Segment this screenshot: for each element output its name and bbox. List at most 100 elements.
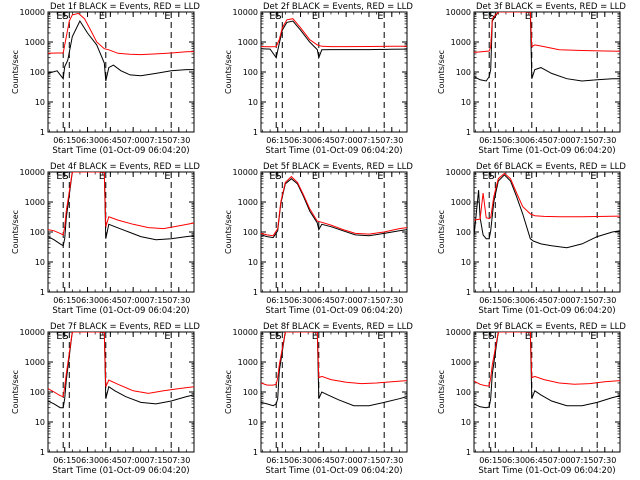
plot-frame [47,11,195,133]
chart-title: Det 9f BLACK = Events, RED = LLD [476,322,626,332]
y-axis-label: Counts/sec [11,370,20,414]
y-axis-label: Counts/sec [224,50,233,94]
lld-series-line [48,172,194,236]
event-marker-label: E [482,331,488,342]
x-tick-label: 06:45 [99,296,122,305]
x-tick-label: 07:15 [144,136,167,145]
event-marker-label: E [164,11,170,22]
event-marker-label: E [99,331,105,342]
y-tick-label: 100 [30,388,45,397]
y-axis-label: Counts/sec [224,370,233,414]
x-tick-label: 07:30 [380,296,403,305]
x-tick-label: 06:15 [266,296,289,305]
y-tick-label: 1 [40,448,45,457]
lld-series-line [474,12,620,53]
events-series-line [261,20,407,60]
chart-panel-4: Det 4f BLACK = Events, RED = LLD 1 10 100 10… [11,162,200,316]
x-tick-label: 06:45 [525,456,548,465]
x-tick-label: 07:30 [167,456,190,465]
y-tick-label: 1000 [25,198,45,207]
x-tick-label: 06:15 [479,456,502,465]
x-tick-label: 07:00 [122,136,145,145]
event-marker-label: E [312,11,318,22]
y-tick-label: 100 [243,388,258,397]
y-tick-label: 1000 [238,38,258,47]
event-marker-label: S [62,331,68,342]
x-tick-label: 07:30 [167,296,190,305]
plot-frame [473,11,621,133]
y-tick-label: 1 [466,288,471,297]
x-tick-label: 06:30 [502,136,525,145]
x-tick-label: 07:00 [122,456,145,465]
y-tick-label: 10000 [446,328,471,337]
x-tick-label: 06:15 [479,296,502,305]
y-tick-label: 1 [466,448,471,457]
y-tick-label: 10 [461,258,471,267]
event-marker-label: E [269,11,275,22]
chart-panel-8: Det 8f BLACK = Events, RED = LLD 1 10 100 10… [224,322,413,476]
x-axis-label: Start Time (01-Oct-09 06:04:20) [478,146,615,156]
x-axis-label: Start Time (01-Oct-09 06:04:20) [478,466,615,476]
chart-panel-6: Det 6f BLACK = Events, RED = LLD 1 10 100 10… [437,162,626,316]
y-tick-label: 100 [30,68,45,77]
x-axis-label: Start Time (01-Oct-09 06:04:20) [265,146,402,156]
chart-title: Det 8f BLACK = Events, RED = LLD [263,322,413,332]
x-tick-label: 06:30 [76,456,99,465]
chart-title: Det 2f BLACK = Events, RED = LLD [263,2,413,12]
y-tick-label: 10 [461,98,471,107]
event-marker-label: E [56,171,62,182]
y-tick-label: 100 [243,68,258,77]
x-tick-label: 06:15 [266,456,289,465]
x-tick-label: 06:30 [289,136,312,145]
event-marker-label: E [269,331,275,342]
y-tick-label: 1000 [451,198,471,207]
event-marker-label: E [99,171,105,182]
events-series-line [48,172,194,247]
event-marker-label: S [62,11,68,22]
event-marker-label: S [488,331,494,342]
x-tick-label: 07:30 [380,136,403,145]
event-marker-label: E [164,171,170,182]
x-tick-label: 06:45 [99,136,122,145]
chart-panel-2: Det 2f BLACK = Events, RED = LLD 1 10 100 10… [224,2,413,156]
events-series-line [48,332,194,409]
x-tick-label: 07:15 [357,456,380,465]
y-tick-label: 10000 [233,328,258,337]
x-tick-label: 07:15 [144,296,167,305]
chart-title: Det 3f BLACK = Events, RED = LLD [476,2,626,12]
x-tick-label: 06:30 [76,136,99,145]
x-tick-label: 06:30 [289,456,312,465]
y-tick-label: 1000 [451,358,471,367]
x-tick-label: 06:15 [479,136,502,145]
x-tick-label: 07:00 [548,136,571,145]
y-tick-label: 1 [466,128,471,137]
x-tick-label: 06:15 [53,456,76,465]
chart-title: Det 4f BLACK = Events, RED = LLD [50,162,200,172]
event-marker-label: E [377,331,383,342]
x-tick-label: 06:15 [266,136,289,145]
y-axis-label: Counts/sec [11,210,20,254]
y-tick-label: 10000 [20,328,45,337]
y-tick-label: 10000 [446,8,471,17]
x-axis-label: Start Time (01-Oct-09 06:04:20) [52,306,189,316]
y-tick-label: 100 [456,388,471,397]
lld-series-line [261,18,407,48]
x-tick-label: 06:45 [99,456,122,465]
y-tick-label: 1 [40,128,45,137]
y-tick-label: 10000 [233,168,258,177]
y-tick-label: 10 [248,258,258,267]
y-tick-label: 10000 [20,8,45,17]
y-tick-label: 1000 [238,358,258,367]
events-series-line [474,12,620,82]
x-axis-label: Start Time (01-Oct-09 06:04:20) [478,306,615,316]
y-tick-label: 100 [456,228,471,237]
event-marker-label: S [275,171,281,182]
event-marker-label: E [56,11,62,22]
event-marker-label: E [525,11,531,22]
x-tick-label: 07:15 [570,296,593,305]
x-tick-label: 06:30 [502,296,525,305]
x-axis-label: Start Time (01-Oct-09 06:04:20) [52,146,189,156]
y-axis-label: Counts/sec [437,50,446,94]
y-tick-label: 10000 [233,8,258,17]
chart-title: Det 1f BLACK = Events, RED = LLD [50,2,200,12]
